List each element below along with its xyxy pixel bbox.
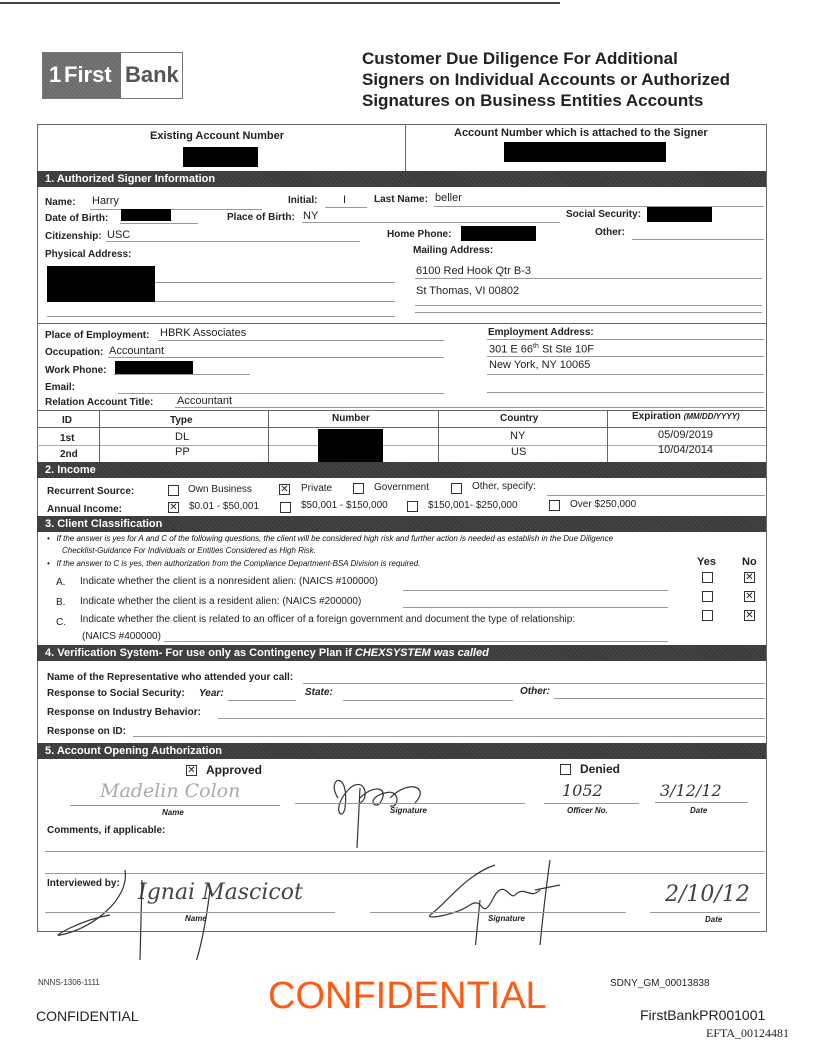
checkbox-other[interactable] bbox=[451, 483, 462, 494]
checkbox-c-no[interactable]: ✕ bbox=[744, 610, 755, 621]
confidential-stamp: CONFIDENTIAL bbox=[268, 975, 547, 1017]
redacted-physical-address bbox=[47, 266, 155, 302]
redacted-home-phone bbox=[461, 226, 536, 241]
redacted-attached-account bbox=[504, 142, 666, 162]
checkbox-b-no[interactable]: ✕ bbox=[744, 591, 755, 602]
section-4-header: 4. Verification System- For use only as … bbox=[37, 645, 766, 661]
employment-address-line-1: 301 E 66th St Ste 10F bbox=[489, 343, 594, 356]
occupation-value: Accountant bbox=[109, 345, 165, 357]
checkbox-a-no[interactable]: ✕ bbox=[744, 572, 755, 583]
mailing-address-line-1: 6100 Red Hook Qtr B-3 bbox=[416, 265, 531, 277]
initial-value: I bbox=[343, 194, 347, 206]
citizenship-value: USC bbox=[107, 229, 131, 241]
relation-value: Accountant bbox=[177, 395, 233, 407]
checkbox-own-business[interactable] bbox=[168, 485, 179, 496]
redacted-dob bbox=[121, 209, 171, 221]
bullet-1: • If the answer is yes for A and C of th… bbox=[47, 534, 614, 543]
existing-account-label: Existing Account Number bbox=[150, 130, 285, 142]
form-code: NNNS-1306-1111 bbox=[38, 978, 100, 987]
checkbox-a-yes[interactable] bbox=[702, 572, 713, 583]
checkbox-income-0-50k[interactable]: ✕ bbox=[168, 502, 179, 513]
interview-date: 2/10/12 bbox=[665, 882, 750, 907]
mailing-address-line-2: St Thomas, VI 00802 bbox=[416, 285, 520, 297]
checkbox-private[interactable]: ✕ bbox=[279, 484, 290, 495]
firstbank-bates: FirstBankPR001001 bbox=[640, 1007, 766, 1023]
bullet-2: • If the answer to C is yes, then author… bbox=[47, 559, 421, 568]
approval-date: 3/12/12 bbox=[660, 781, 722, 800]
redacted-id-numbers bbox=[318, 429, 383, 462]
section-3-header: 3. Client Classification bbox=[37, 516, 766, 532]
checkbox-income-150k-250k[interactable] bbox=[407, 501, 418, 512]
first-name-value: Harry bbox=[92, 195, 119, 207]
interviewer-signature bbox=[429, 859, 561, 945]
confidential-label: CONFIDENTIAL bbox=[36, 1008, 139, 1024]
last-name-value: beller bbox=[435, 192, 462, 204]
checkbox-income-over-250k[interactable] bbox=[549, 500, 560, 511]
pob-value: NY bbox=[303, 210, 319, 222]
section-1-header: 1. Authorized Signer Information bbox=[37, 171, 766, 187]
scan-edge bbox=[0, 2, 560, 4]
checkbox-income-50k-150k[interactable] bbox=[280, 502, 291, 513]
section-5-header: 5. Account Opening Authorization bbox=[37, 743, 766, 759]
checkbox-government[interactable] bbox=[353, 483, 364, 494]
efta-bates: EFTA_00124481 bbox=[706, 1026, 790, 1040]
form-title: Customer Due Diligence For Additional Si… bbox=[362, 49, 731, 110]
checkbox-b-yes[interactable] bbox=[702, 591, 713, 602]
attached-account-label: Account Number which is attached to the … bbox=[454, 127, 708, 139]
approver-name: Madelin Colon bbox=[100, 780, 241, 802]
redacted-ssn bbox=[647, 207, 712, 222]
redacted-existing-account bbox=[183, 147, 258, 167]
checkbox-c-yes[interactable] bbox=[702, 610, 713, 621]
redacted-work-phone bbox=[115, 361, 193, 375]
approver-signature bbox=[333, 779, 421, 848]
section-2-header: 2. Income bbox=[37, 462, 766, 478]
checkbox-approved[interactable]: ✕ bbox=[186, 765, 197, 776]
employment-address-line-2: New York, NY 10065 bbox=[489, 359, 591, 371]
interviewer-name-flourish bbox=[57, 870, 211, 960]
checkbox-denied[interactable] bbox=[560, 764, 571, 775]
interviewer-name: Ignai Mascicot bbox=[138, 880, 303, 905]
sdny-bates: SDNY_GM_00013838 bbox=[610, 978, 710, 989]
officer-number: 1052 bbox=[562, 781, 603, 800]
employment-value: HBRK Associates bbox=[160, 327, 247, 339]
first-bank-logo: 1 First Bank bbox=[42, 52, 183, 99]
